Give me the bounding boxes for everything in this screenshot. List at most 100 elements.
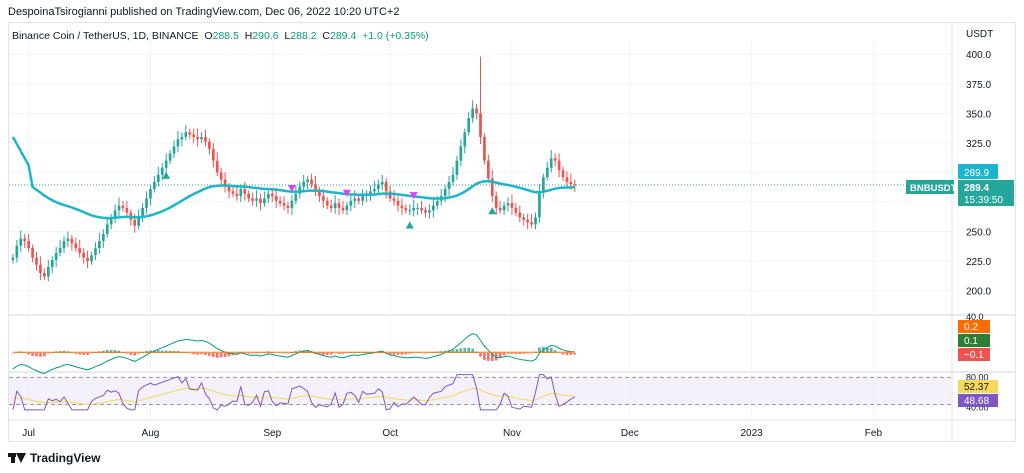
candle-body [321, 196, 325, 201]
candle-body [526, 219, 529, 223]
candle-body [192, 134, 196, 137]
x-tick-label: Aug [142, 428, 160, 439]
candle-body [54, 252, 58, 260]
candle-body [219, 172, 223, 180]
candle-body [369, 191, 372, 194]
candle-body [424, 210, 427, 213]
candle-body [227, 186, 231, 192]
brand-name: TradingView [30, 451, 101, 465]
candle-body [121, 205, 125, 208]
candle-body [62, 241, 66, 249]
candle-body [361, 196, 364, 201]
candle-body [325, 200, 329, 206]
macd-histogram-bar [113, 350, 117, 353]
candle-body [188, 132, 192, 135]
candle-body [557, 160, 561, 171]
y-tick-label: 400.0 [966, 50, 991, 61]
candle-body [125, 207, 129, 213]
macd-histogram-bar [341, 353, 345, 354]
candle-body [145, 198, 148, 208]
candle-body [380, 181, 384, 185]
buy-signal-icon [162, 171, 171, 179]
macd-histogram-bar [192, 353, 196, 355]
candle-body [420, 207, 423, 211]
macd-histogram-bar [573, 353, 577, 355]
macd-histogram-bar [39, 353, 42, 357]
tradingview-icon [8, 453, 26, 463]
candle-body [479, 113, 482, 137]
macd-histogram-bar [561, 353, 565, 355]
macd-histogram-bar [404, 353, 408, 355]
low-label: L [284, 30, 291, 42]
macd-histogram-bar [487, 353, 490, 361]
macd-histogram-bar [490, 353, 494, 361]
macd-histogram-bar [459, 348, 463, 353]
candle-body [274, 196, 278, 201]
low-value: 288.2 [290, 30, 317, 42]
last-price-label: 289.4 [964, 183, 989, 194]
high-value: 290.6 [252, 30, 279, 42]
candle-body [518, 212, 522, 218]
candle-body [43, 272, 46, 277]
macd-histogram-bar [129, 353, 133, 355]
candle-body [475, 108, 478, 114]
ma-price-label: 289.9 [964, 168, 989, 179]
macd-histogram-bar [498, 353, 502, 359]
candle-body [435, 200, 439, 206]
candle-body [514, 207, 518, 213]
candle-body [282, 203, 286, 206]
macd-histogram-bar [396, 353, 400, 355]
candle-body [78, 248, 82, 253]
moving-average-line [11, 136, 575, 220]
candle-body [506, 203, 510, 206]
candle-body [50, 259, 54, 268]
candle-body [451, 174, 455, 182]
candle-body [23, 238, 27, 242]
y-tick-label: 225.0 [966, 257, 991, 268]
macd-histogram-bar [506, 353, 510, 354]
macd-histogram-bar [451, 350, 455, 353]
macd-histogram-bar [196, 353, 199, 355]
candle-body [19, 238, 23, 246]
x-tick-label: Jul [22, 428, 35, 439]
macd-histogram-bar [219, 353, 223, 358]
candle-body [545, 167, 549, 178]
macd-histogram-bar [204, 353, 207, 355]
candle-body [392, 198, 396, 201]
candle-body [204, 136, 207, 142]
candle-body [337, 203, 341, 208]
x-tick-label: Nov [503, 428, 521, 439]
candle-body [251, 198, 254, 201]
candle-body [384, 181, 388, 192]
candle-body [94, 248, 97, 256]
buy-signal-icon [488, 207, 497, 215]
macd-value-tag-bg [958, 348, 990, 361]
macd-histogram-bar [400, 353, 404, 355]
macd-value-tag-bg [958, 320, 990, 333]
candle-body [455, 160, 459, 175]
macd-histogram-bar [514, 353, 518, 354]
macd-histogram-bar [538, 347, 541, 353]
macd-histogram-bar [518, 353, 522, 355]
macd-histogram-bar [502, 353, 506, 356]
candle-body [432, 205, 435, 211]
candle-body [66, 238, 70, 242]
candle-body [569, 181, 573, 185]
candle-body [176, 139, 180, 147]
candle-body [542, 177, 545, 192]
macd-histogram-bar [27, 353, 30, 355]
candle-body [255, 198, 258, 201]
candle-body [235, 193, 239, 197]
macd-histogram-bar [109, 350, 113, 353]
macd-histogram-bar [133, 353, 137, 356]
candle-body [318, 191, 321, 197]
candle-body [168, 153, 172, 161]
high-label: H [244, 30, 253, 42]
rsi-tick-bottom: 40.00 [966, 402, 989, 412]
macd-histogram-bar [302, 350, 306, 353]
macd-value-label: 0.1 [964, 336, 978, 347]
macd-histogram-bar [105, 350, 109, 353]
symbol-name: Binance Coin / TetherUS, 1D, BINANCE [12, 30, 199, 42]
macd-value-label: −0.1 [964, 350, 984, 361]
macd-histogram-bar [337, 353, 341, 354]
